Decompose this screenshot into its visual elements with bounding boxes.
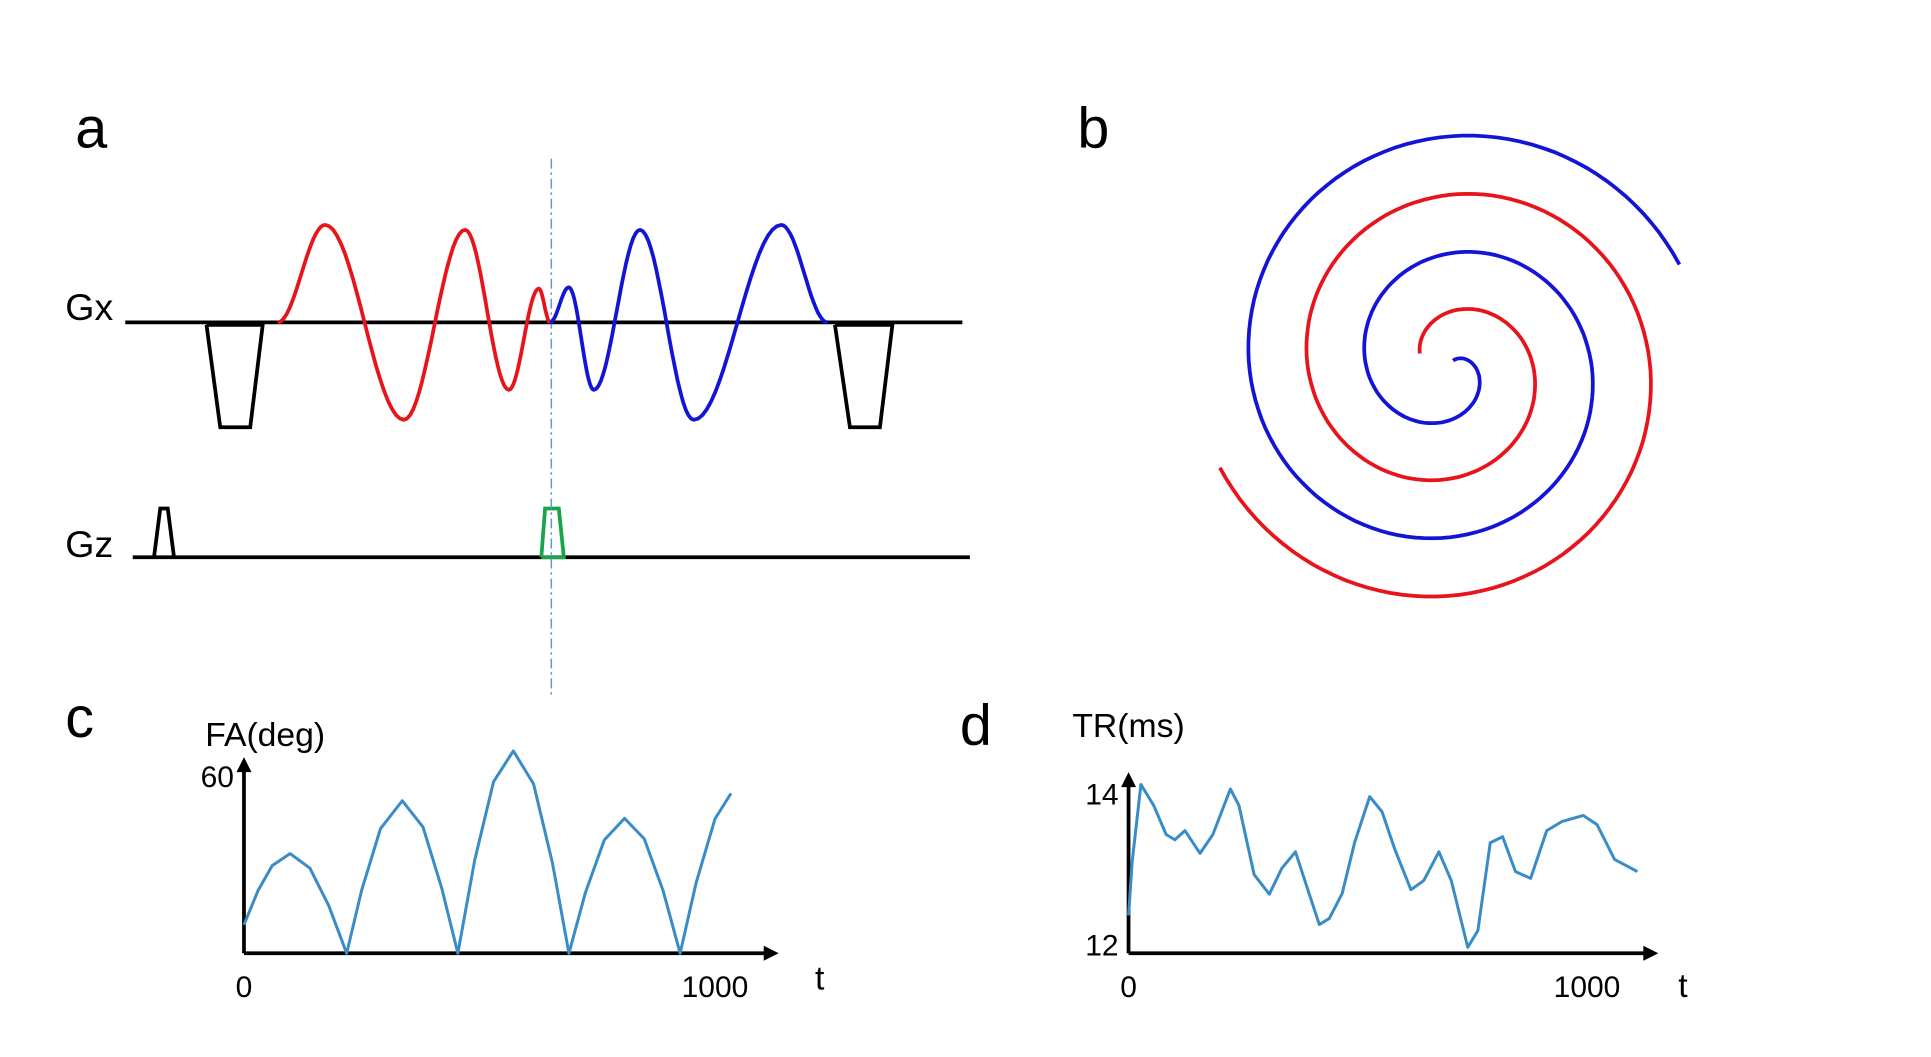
panel-label: d — [960, 694, 992, 758]
readout-wave-blue — [549, 222, 828, 422]
y-tick-label: 60 — [201, 761, 234, 794]
gz-pulse-green — [539, 506, 566, 560]
y-axis-arrow — [236, 757, 252, 773]
y-axis-label: FA(deg) — [205, 716, 325, 754]
x-axis-label: t — [815, 960, 825, 998]
readout-wave-red — [277, 222, 551, 422]
y-tick-label: 12 — [1085, 930, 1118, 963]
x-tick-label: 0 — [1120, 971, 1137, 1004]
spiral-blue — [1246, 133, 1682, 541]
y-axis-arrow — [1121, 772, 1137, 788]
gz-pulse — [152, 506, 176, 558]
spiral-red — [1218, 192, 1653, 599]
x-axis-arrow — [763, 945, 779, 961]
x-axis-arrow — [1643, 945, 1659, 961]
prephaser-lobe — [204, 322, 265, 430]
data-line — [1127, 783, 1639, 949]
x-tick-label: 1000 — [1554, 971, 1621, 1004]
panel-label: a — [75, 96, 107, 160]
x-tick-label: 0 — [236, 971, 253, 1004]
x-tick-label: 1000 — [682, 971, 749, 1004]
y-tick-label: 14 — [1085, 778, 1118, 811]
x-axis-label: t — [1678, 967, 1688, 1005]
gradient-label: Gz — [65, 523, 113, 565]
data-line — [242, 749, 733, 955]
gradient-label: Gx — [65, 286, 113, 328]
y-axis-label: TR(ms) — [1072, 707, 1184, 745]
panel-label: c — [65, 686, 94, 750]
rewinder-lobe — [833, 322, 895, 430]
panel-label: b — [1077, 96, 1109, 160]
